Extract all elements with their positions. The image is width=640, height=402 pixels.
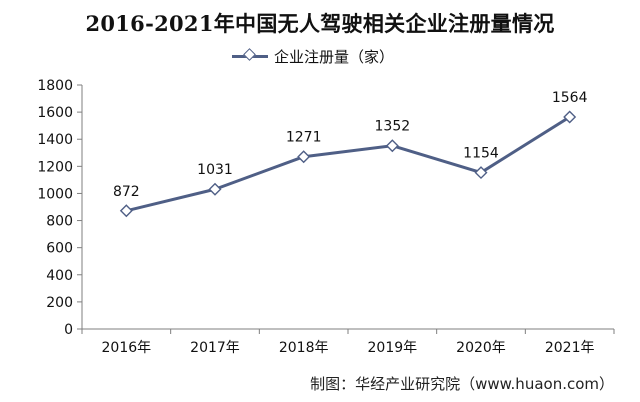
data-label: 872 — [113, 184, 140, 200]
y-tick-label: 200 — [46, 295, 73, 311]
data-point-marker — [208, 182, 222, 196]
y-tick-label: 1200 — [37, 159, 73, 175]
y-tick-label: 1800 — [37, 78, 73, 94]
y-tick-label: 0 — [64, 322, 73, 338]
legend-label: 企业注册量（家） — [274, 47, 395, 66]
series-line — [125, 115, 571, 213]
x-tick-label: 2016年 — [102, 340, 152, 356]
x-tick-label: 2018年 — [279, 340, 329, 356]
data-point-marker — [119, 204, 133, 218]
data-label: 1154 — [463, 146, 499, 162]
data-point-marker — [385, 139, 399, 153]
y-tick-label: 1000 — [37, 186, 73, 202]
data-point-marker — [297, 150, 311, 164]
data-label: 1564 — [552, 90, 588, 106]
y-tick-label: 800 — [46, 214, 73, 230]
y-tick-label: 1600 — [37, 105, 73, 121]
source-credit: 制图：华经产业研究院（www.huaon.com） — [310, 375, 614, 393]
x-tick-label: 2020年 — [456, 340, 506, 356]
x-tick-label: 2019年 — [368, 340, 418, 356]
legend-line-swatch — [232, 47, 268, 61]
data-label: 1352 — [375, 119, 411, 135]
data-label: 1271 — [286, 130, 322, 146]
x-tick-label: 2021年 — [545, 340, 595, 356]
chart-title: 2016-2021年中国无人驾驶相关企业注册量情况 — [85, 11, 555, 36]
y-tick-label: 1400 — [37, 132, 73, 148]
chart-legend: 企业注册量（家） — [232, 46, 394, 66]
x-tick-label: 2017年 — [190, 340, 240, 356]
data-label: 1031 — [197, 162, 233, 178]
data-point-marker — [474, 166, 488, 180]
data-point-marker — [563, 110, 577, 124]
y-tick-label: 600 — [46, 241, 73, 257]
y-tick-label: 400 — [46, 268, 73, 284]
